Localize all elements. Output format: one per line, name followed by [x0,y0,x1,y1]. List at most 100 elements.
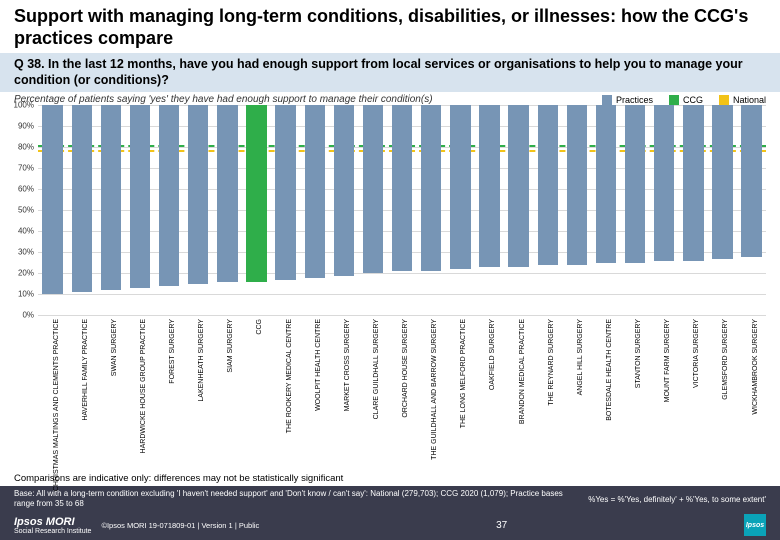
bar-slot [504,105,533,315]
x-tick-label: OAKFIELD SURGERY [489,319,496,390]
y-tick-label: 70% [8,164,34,173]
x-tick-label: ANGEL HILL SURGERY [577,319,584,395]
bar [42,105,62,294]
footer-bottom: Ipsos MORI Social Research Institute ©Ip… [0,512,780,540]
x-tick-label: STANTON SURGERY [635,319,642,388]
bar-slot [737,105,766,315]
bar [479,105,499,267]
x-tick-label: WOOLPIT HEALTH CENTRE [315,319,322,411]
x-tick-label: SWAN SURGERY [111,319,118,376]
x-label-slot: FOREST SURGERY [155,317,184,471]
x-tick-label: THE ROOKERY MEDICAL CENTRE [286,319,293,433]
x-tick-label: THE GUILDHALL AND BARROW SURGERY [431,319,438,460]
subtitle-legend-row: Percentage of patients saying 'yes' they… [0,92,780,105]
x-tick-label: SIAM SURGERY [227,319,234,373]
bar [305,105,325,277]
bar-slot [184,105,213,315]
national-swatch [719,95,729,105]
bar-slot [591,105,620,315]
legend-national: National [719,95,766,105]
legend-ccg-label: CCG [683,95,703,105]
x-tick-label: MARKET CROSS SURGERY [344,319,351,411]
page-number: 37 [269,520,734,531]
y-tick-label: 40% [8,227,34,236]
bar-slot [621,105,650,315]
x-tick-label: MOUNT FARM SURGERY [664,319,671,402]
bar-slot [96,105,125,315]
x-label-slot: THE REYNARD SURGERY [533,317,562,471]
x-tick-label: VICTORIA SURGERY [693,319,700,388]
legend-practices-label: Practices [616,95,653,105]
x-tick-label: THE LONG MELFORD PRACTICE [460,319,467,428]
bar-slot [388,105,417,315]
y-tick-label: 60% [8,185,34,194]
bar-slot [358,105,387,315]
legend-ccg: CCG [669,95,703,105]
bar-slot [271,105,300,315]
y-tick-label: 50% [8,206,34,215]
y-tick-label: 10% [8,290,34,299]
x-label-slot: SWAN SURGERY [96,317,125,471]
x-tick-label: THE REYNARD SURGERY [548,319,555,406]
x-tick-label: BRANDON MEDICAL PRACTICE [519,319,526,424]
bar [421,105,441,271]
comparison-note: Comparisons are indicative only: differe… [0,471,780,486]
x-tick-label: FOREST SURGERY [169,319,176,384]
bar [450,105,470,269]
bar-slot [213,105,242,315]
y-tick-label: 0% [8,311,34,320]
bar [741,105,761,256]
y-tick-label: 90% [8,122,34,131]
bar [275,105,295,279]
x-tick-label: WICKHAMBROOK SURGERY [752,319,759,415]
x-label-slot: BRANDON MEDICAL PRACTICE [504,317,533,471]
base-note: Base: All with a long-term condition exc… [14,489,578,509]
x-tick-label: CLARE GUILDHALL SURGERY [373,319,380,419]
x-label-slot: BOTESDALE HEALTH CENTRE [591,317,620,471]
bar-slot [446,105,475,315]
bar [217,105,237,281]
page: Support with managing long-term conditio… [0,0,780,540]
copyright-text: ©Ipsos MORI 19-071809-01 | Version 1 | P… [101,521,259,530]
x-label-slot: HARDWICKE HOUSE GROUP PRACTICE [125,317,154,471]
practices-swatch [602,95,612,105]
chart-area: 0%10%20%30%40%50%60%70%80%90%100% [0,105,780,317]
bar-slot [650,105,679,315]
chart-subtitle: Percentage of patients saying 'yes' they… [14,94,602,105]
x-tick-label: CCG [256,319,263,335]
x-label-slot: ANGEL HILL SURGERY [562,317,591,471]
bar-slot [242,105,271,315]
x-label-slot: MARKET CROSS SURGERY [329,317,358,471]
x-tick-label: BOTESDALE HEALTH CENTRE [606,319,613,421]
bar [625,105,645,263]
bar [392,105,412,271]
x-label-slot: CCG [242,317,271,471]
bar-slot [417,105,446,315]
bar [246,105,266,281]
x-label-slot: LAKENHEATH SURGERY [184,317,213,471]
bar [72,105,92,292]
bar [654,105,674,260]
bar-slot [475,105,504,315]
x-label-slot: HAVERHILL FAMILY PRACTICE [67,317,96,471]
ipsos-badge-icon: Ipsos [744,514,766,536]
x-label-slot: SIAM SURGERY [213,317,242,471]
bar-slot [329,105,358,315]
bar-slot [38,105,67,315]
x-label-slot: THE LONG MELFORD PRACTICE [446,317,475,471]
bar-slot [708,105,737,315]
y-tick-label: 100% [8,101,34,110]
bar-slot [125,105,154,315]
ipsos-mori-logo: Ipsos MORI Social Research Institute [14,516,91,535]
x-label-slot: VICTORIA SURGERY [679,317,708,471]
bar [538,105,558,265]
bar [363,105,383,273]
bar [188,105,208,284]
x-axis-labels: CHRISTMAS MALTINGS AND CLEMENTS PRACTICE… [38,317,766,471]
bar [596,105,616,263]
bar [130,105,150,288]
y-tick-label: 30% [8,248,34,257]
bar-slot [300,105,329,315]
yes-note: %Yes = %'Yes, definitely' + %'Yes, to so… [588,495,766,504]
y-tick-label: 80% [8,143,34,152]
